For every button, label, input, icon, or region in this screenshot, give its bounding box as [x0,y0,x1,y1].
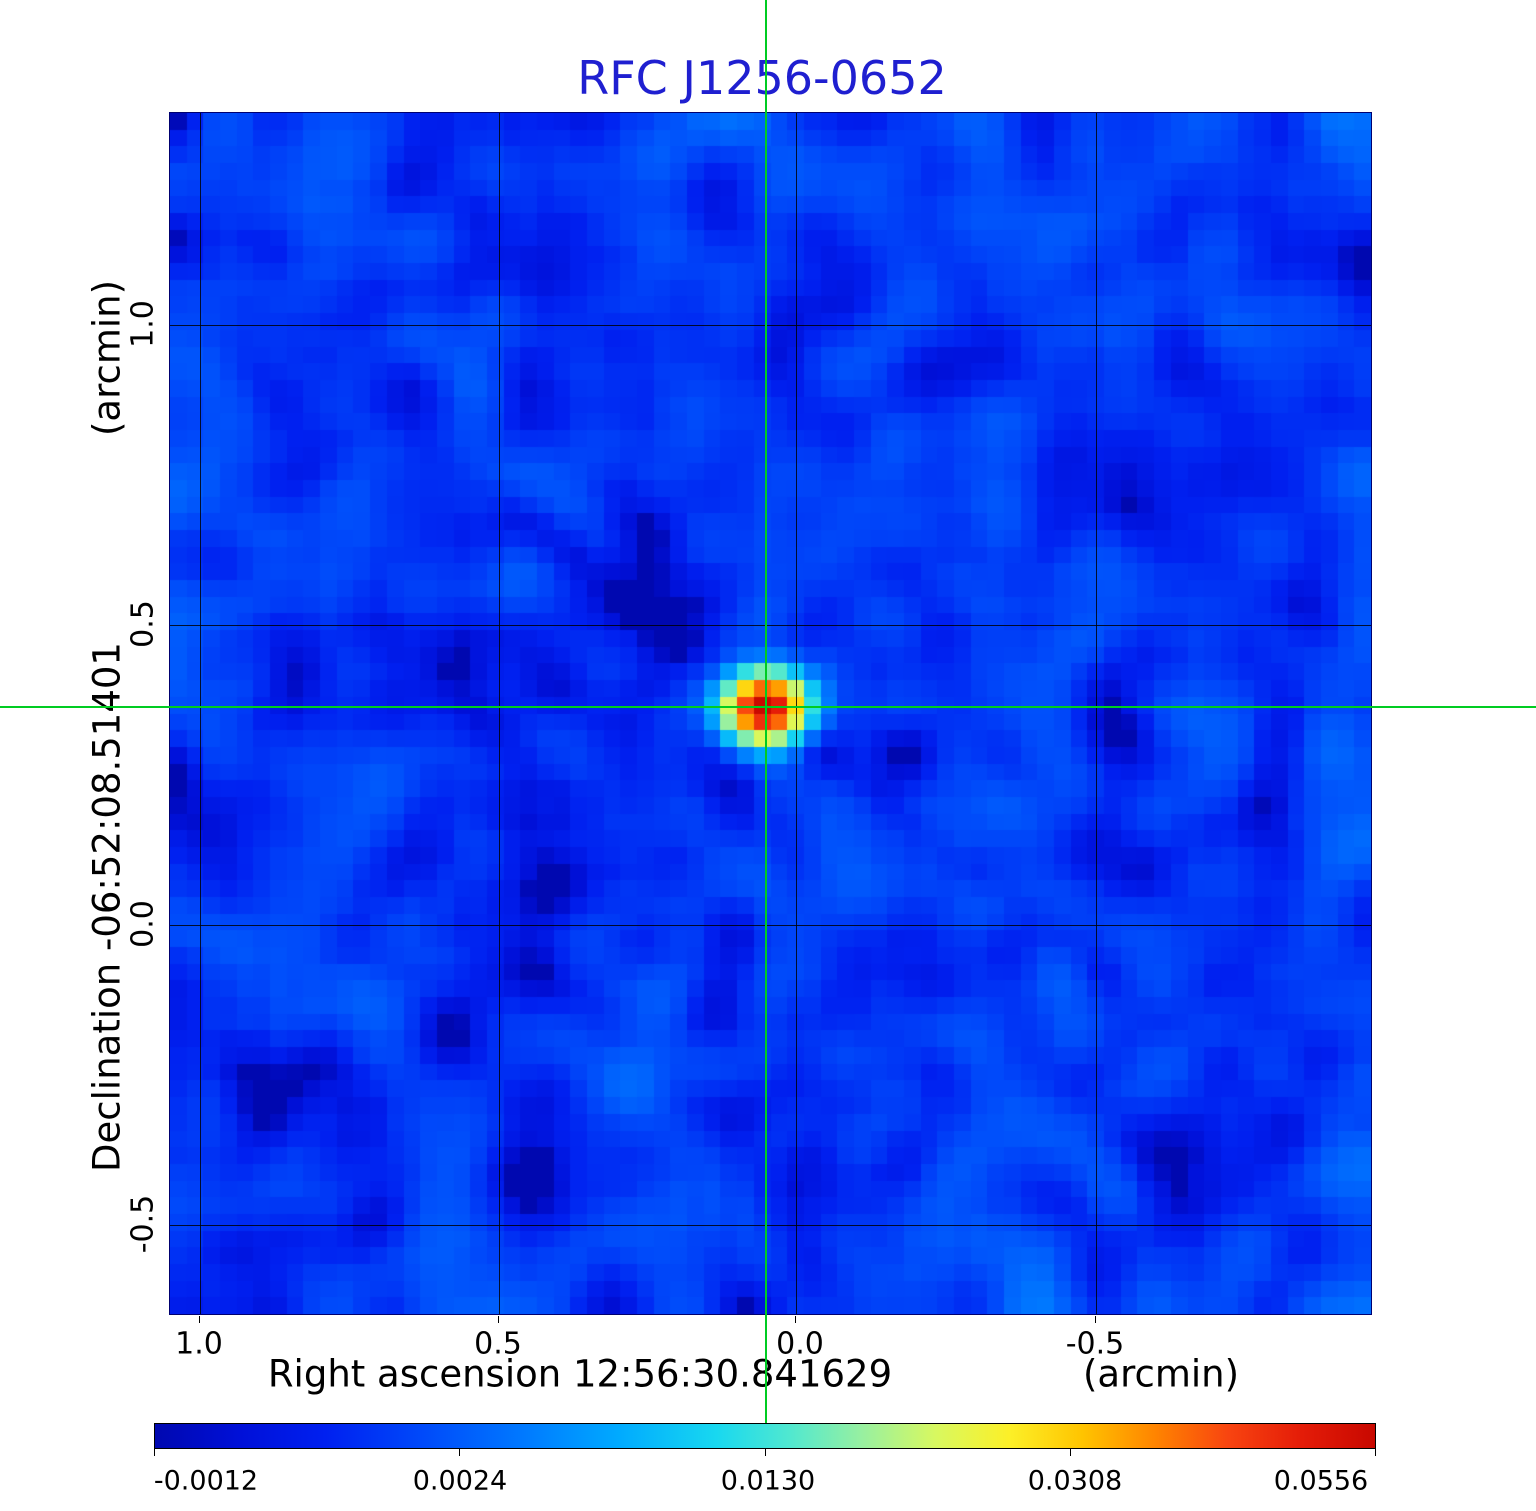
y-tick-label: 0.0 [125,900,161,948]
y-axis-label: Declination -06:52:08.51401 [85,642,129,1172]
grid-line-ra-1.0 [200,113,201,1314]
x-tick-label: 0.5 [474,1326,522,1362]
colorbar-tick [459,1449,460,1456]
y-tick-label: -0.5 [125,1194,161,1254]
x-tick-label: 1.0 [175,1326,223,1362]
x-axis-unit: (arcmin) [1082,1352,1240,1396]
x-tick-mark [1095,1316,1096,1323]
grid-line-ra--0.5 [1096,113,1097,1314]
colorbar-tick [154,1449,155,1456]
grid-line-dec--0.5 [170,1225,1371,1226]
x-tick-mark [498,1316,499,1323]
y-tick-label: 1.0 [125,300,161,348]
sky-map-canvas [170,113,1371,1314]
grid-line-dec-1.0 [170,325,1371,326]
colorbar-tick [1375,1449,1376,1456]
x-tick-label: 0.0 [776,1326,824,1362]
colorbar-tick-label: 0.0308 [1027,1465,1123,1497]
y-axis-unit: (arcmin) [85,279,129,437]
colorbar-tick-label: -0.0012 [153,1465,259,1497]
colorbar-gradient [154,1423,1376,1449]
crosshair-vertical-line [765,0,767,1423]
grid-line-ra-0.5 [499,113,500,1314]
x-tick-label: -0.5 [1065,1326,1125,1362]
colorbar-tick [765,1449,766,1456]
grid-line-ra-0.0 [796,113,797,1314]
plot-area [169,112,1372,1315]
colorbar-tick-label: 0.0130 [720,1465,816,1497]
x-tick-mark [199,1316,200,1323]
crosshair-horizontal-line [0,706,1536,708]
colorbar-tick [1070,1449,1071,1456]
x-axis-label: Right ascension 12:56:30.841629 [267,1352,893,1396]
grid-line-dec-0.5 [170,625,1371,626]
colorbar-tick-label: 0.0024 [412,1465,508,1497]
plot-title: RFC J1256-0652 [577,51,947,105]
x-tick-mark [795,1316,796,1323]
colorbar-tick-label: 0.0556 [1273,1465,1369,1497]
y-tick-label: 0.5 [125,600,161,648]
grid-line-dec-0.0 [170,925,1371,926]
